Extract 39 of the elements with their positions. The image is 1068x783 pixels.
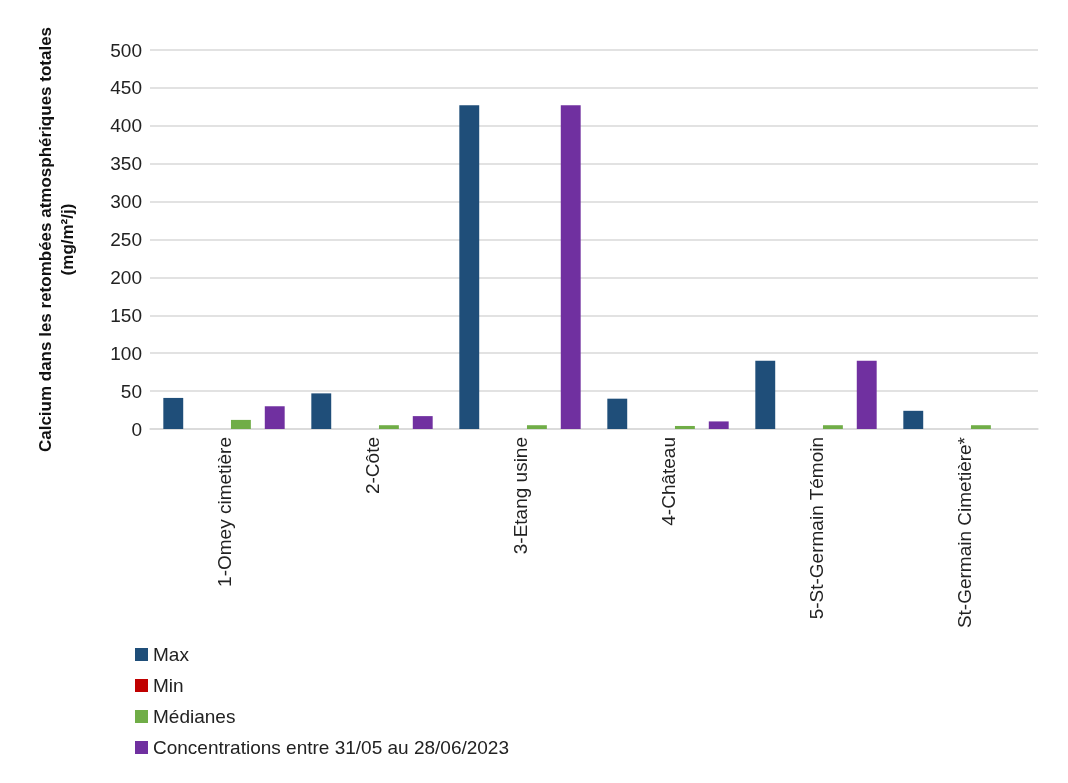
legend-label: Min: [153, 675, 184, 696]
legend-label: Médianes: [153, 706, 236, 727]
y-tick-label: 500: [110, 39, 142, 61]
bar: [708, 421, 729, 429]
x-tick-label: 5-St-Germain Témoin: [805, 437, 827, 620]
legend-label: Max: [153, 644, 190, 665]
legend-label: Concentrations entre 31/05 au 28/06/2023: [153, 737, 509, 758]
bar: [903, 410, 924, 429]
bar: [822, 425, 843, 429]
y-tick-label: 450: [110, 77, 142, 99]
x-tick-label: St-Germain Cimetière*: [953, 436, 975, 629]
bar: [311, 393, 332, 429]
y-tick-label: 400: [110, 115, 142, 137]
bar: [970, 425, 991, 429]
bar: [674, 425, 695, 429]
x-tick-label: 4-Château: [657, 437, 679, 526]
x-tick-label: 1-Omey cimetière: [213, 437, 235, 587]
y-tick-label: 50: [120, 380, 142, 402]
y-tick-label: 150: [110, 304, 142, 326]
bar: [607, 398, 628, 429]
bar: [378, 425, 399, 429]
x-tick-label: 2-Côte: [361, 437, 383, 495]
bar: [264, 406, 285, 429]
y-tick-label: 0: [131, 418, 142, 440]
x-tick-label: 3-Etang usine: [509, 437, 531, 555]
bar: [459, 105, 480, 429]
bar: [560, 105, 581, 429]
y-tick-label: 350: [110, 153, 142, 175]
y-tick-label: 300: [110, 191, 142, 213]
bar: [163, 397, 184, 429]
bar: [412, 416, 433, 429]
bar: [230, 419, 251, 429]
bar: [755, 360, 776, 429]
bar: [526, 425, 547, 429]
y-tick-label: 100: [110, 342, 142, 364]
y-tick-label: 200: [110, 266, 142, 288]
y-tick-label: 250: [110, 229, 142, 250]
y-axis-title: Calcium dans les retombées atmosphériques totales (mg/m²/j): [35, 26, 77, 453]
bar: [856, 360, 877, 429]
